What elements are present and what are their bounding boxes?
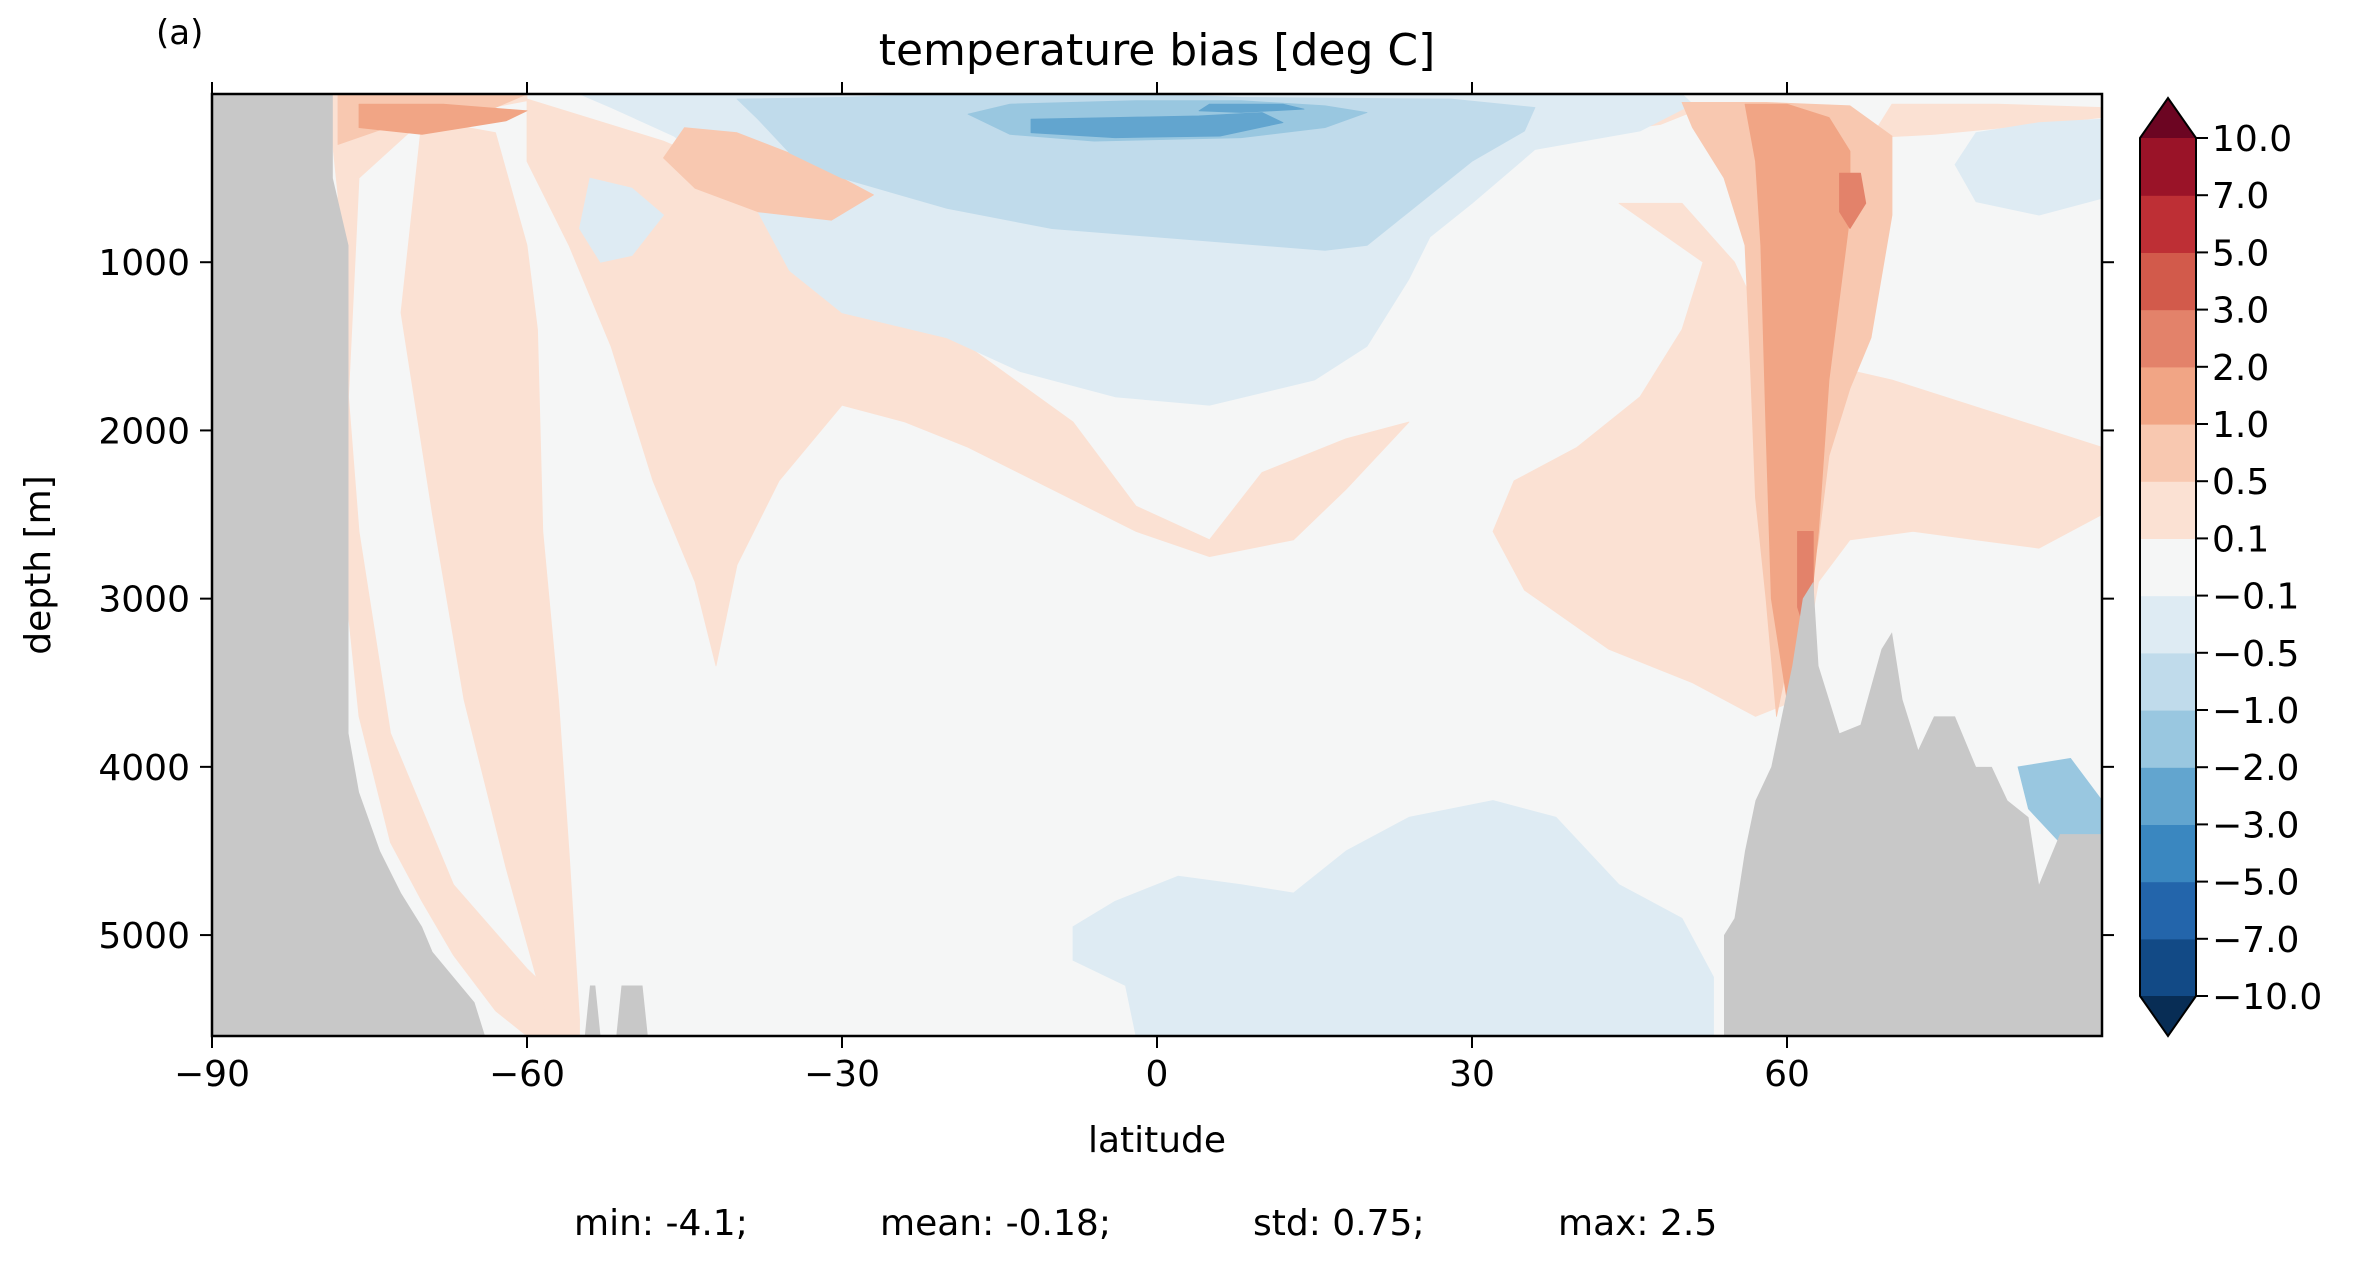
- x-tick-label: −30: [804, 1054, 880, 1095]
- colorbar-tick-label: −10.0: [2212, 977, 2322, 1018]
- region-south-surface-warm-patch: [358, 103, 528, 135]
- colorbar-segment: [2140, 138, 2196, 196]
- colorbar-segment: [2140, 366, 2196, 425]
- y-tick-label: 2000: [98, 411, 190, 452]
- region-north-hot-spot: [1839, 172, 1867, 230]
- x-tick-label: −60: [489, 1054, 565, 1095]
- colorbar-segment: [2140, 424, 2196, 482]
- y-tick-label: 3000: [98, 580, 190, 621]
- x-tick-label: −90: [174, 1054, 250, 1095]
- region-cool-core-deep: [1030, 112, 1284, 139]
- stat-min: min: -4.1;: [574, 1203, 748, 1244]
- y-tick-label: 4000: [98, 748, 190, 789]
- region-far-north-deep-cool: [2017, 758, 2102, 843]
- colorbar-segment: [2140, 824, 2196, 883]
- colorbar-tick-label: 7.0: [2212, 176, 2269, 217]
- region-south-pocket-cool: [579, 177, 664, 263]
- colorbar-segment: [2140, 710, 2196, 768]
- y-axis-label: depth [m]: [18, 475, 59, 654]
- colorbar-segment: [2140, 767, 2196, 825]
- x-tick-label: 60: [1764, 1054, 1810, 1095]
- y-axis: 1000 2000 3000 4000 5000: [98, 243, 2114, 957]
- colorbar-tick-label: 10.0: [2212, 119, 2292, 160]
- region-south-warm-tongue: [400, 118, 580, 1020]
- south-ridge: [584, 985, 601, 1036]
- stat-mean: mean: -0.18;: [880, 1203, 1111, 1244]
- colorbar-tick-label: −2.0: [2212, 748, 2299, 789]
- colorbar-tick-label: −1.0: [2212, 691, 2299, 732]
- x-tick-label: 0: [1146, 1054, 1169, 1095]
- colorbar-segment: [2140, 538, 2196, 597]
- plot-area: [212, 94, 2102, 1036]
- northern-land: [1724, 581, 2102, 1036]
- colorbar-segment: [2140, 481, 2196, 539]
- colorbar-tick-label: −5.0: [2212, 863, 2299, 904]
- region-north-high-cool: [1954, 118, 2102, 216]
- colorbar-segment: [2140, 881, 2196, 940]
- stat-max: max: 2.5: [1558, 1203, 1717, 1244]
- y-tick-label: 5000: [98, 916, 190, 957]
- region-south-shelf-warm: [663, 127, 874, 221]
- chart-title: temperature bias [deg C]: [879, 25, 1436, 76]
- antarctic-land: [212, 94, 485, 1036]
- bias-field: [212, 94, 2102, 1036]
- land-mask: [212, 94, 2102, 1036]
- region-cool-core-surface-strong: [1198, 103, 1305, 113]
- colorbar-tick-label: −7.0: [2212, 920, 2299, 961]
- colorbar-tick-label: −0.1: [2212, 577, 2299, 618]
- south-seamount: [616, 985, 648, 1036]
- region-south-subsurface-warm: [526, 98, 1410, 667]
- x-axis: −90 −60 −30 0 30 60: [174, 82, 1810, 1095]
- colorbar: −10.0 −7.0 −5.0 −3.0 −2.0 −1.0 −0.5 −0.1 0.1 0.5 1…: [2139, 96, 2322, 1038]
- colorbar-tick-label: 3.0: [2212, 291, 2269, 332]
- y-tick-label: 1000: [98, 243, 190, 284]
- colorbar-tick-label: −3.0: [2212, 805, 2299, 846]
- x-axis-label: latitude: [1088, 1120, 1226, 1161]
- stat-std: std: 0.75;: [1253, 1203, 1425, 1244]
- region-abyssal-cool: [1072, 800, 1714, 1036]
- panel-label: (a): [156, 13, 203, 53]
- x-tick-label: 30: [1449, 1054, 1495, 1095]
- colorbar-tick-label: 0.1: [2212, 519, 2269, 560]
- colorbar-segment: [2140, 652, 2196, 711]
- colorbar-segment: [2140, 595, 2196, 654]
- stats-line: min: -4.1; mean: -0.18; std: 0.75; max: …: [574, 1203, 1717, 1244]
- colorbar-segment: [2140, 938, 2196, 997]
- colorbar-segment: [2140, 195, 2196, 253]
- colorbar-segment: [2140, 309, 2196, 368]
- colorbar-over-arrow: [2140, 98, 2196, 138]
- colorbar-tick-label: −0.5: [2212, 634, 2299, 675]
- colorbar-tick-label: 2.0: [2212, 348, 2269, 389]
- colorbar-tick-label: 0.5: [2212, 462, 2269, 503]
- colorbar-segment: [2140, 252, 2196, 311]
- colorbar-under-arrow: [2140, 996, 2196, 1036]
- colorbar-tick-label: 1.0: [2212, 405, 2269, 446]
- colorbar-tick-label: 5.0: [2212, 233, 2269, 274]
